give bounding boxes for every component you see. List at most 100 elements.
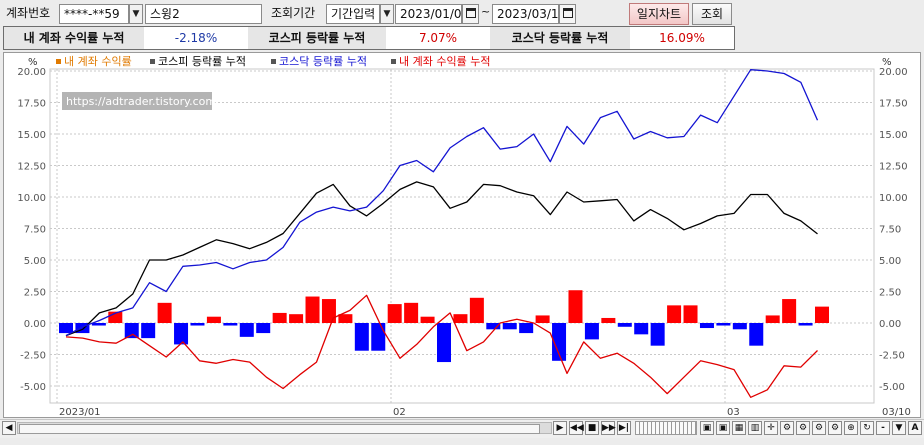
daily-return-bar (206, 316, 221, 323)
tool-2-icon[interactable]: ⚙ (812, 421, 826, 435)
date-separator: ~ (481, 5, 491, 18)
view-mode-2-icon[interactable]: ▣ (716, 421, 730, 435)
daily-return-bar (174, 323, 189, 345)
calendar-from-icon[interactable] (462, 4, 479, 24)
daily-return-bar (782, 299, 797, 323)
y-tick-label-left: 20.00 (17, 67, 46, 78)
plot-frame (49, 68, 875, 404)
legend-swatch-kosdaq (271, 59, 276, 64)
tool-3-icon[interactable]: ⚙ (828, 421, 842, 435)
scroll-right-arrow-icon[interactable]: ▶ (553, 421, 567, 435)
panel-view-icon[interactable]: ▥ (748, 421, 762, 435)
y-tick-label-left: 17.50 (17, 99, 46, 110)
account-dropdown-icon[interactable]: ▼ (129, 4, 143, 24)
y-tick-label-left: 10.00 (17, 193, 46, 204)
account-name-field[interactable]: 스윙2 (145, 4, 262, 24)
forward-icon[interactable]: ▶▶ (601, 421, 616, 435)
query-button[interactable]: 조회 (692, 3, 732, 25)
daily-return-bar (683, 305, 698, 323)
tool-1-icon[interactable]: ⚙ (796, 421, 810, 435)
daily-return-bar (486, 323, 501, 330)
watermark-box (62, 92, 212, 110)
my-return-value: -2.18% (174, 31, 218, 45)
settings-icon[interactable]: ⚙ (780, 421, 794, 435)
y-tick-label-left: 0.00 (24, 319, 46, 330)
period-dropdown-icon[interactable]: ▼ (380, 4, 394, 24)
daily-return-bar (338, 314, 353, 323)
daily-return-bar (124, 323, 139, 339)
y-tick-label-right: 10.00 (879, 193, 908, 204)
refresh-icon[interactable]: ↻ (860, 421, 874, 435)
crosshair-icon[interactable]: ✛ (764, 421, 778, 435)
daily-return-bar (765, 315, 780, 323)
daily-return-bar (190, 323, 205, 326)
y-tick-label-right: 0.00 (879, 319, 901, 330)
zoom-slider[interactable] (635, 421, 697, 435)
kospi-label: 코스피 등락률 누적 (248, 27, 386, 49)
period-label: 조회기간 (271, 6, 316, 20)
view-mode-1-icon[interactable]: ▣ (700, 421, 714, 435)
chart-scrollbar[interactable] (17, 422, 552, 434)
daily-return-bar (469, 297, 484, 323)
daily-return-bar (453, 314, 468, 323)
daily-return-bar (535, 315, 550, 323)
daily-return-bar (519, 323, 534, 334)
y-tick-label-left: -5.00 (20, 382, 46, 393)
legend-swatch-mine-line (391, 59, 396, 64)
date-to-field[interactable]: 2023/03/10 (492, 4, 559, 24)
zoom-level-icon[interactable]: ▼ (892, 421, 906, 435)
daily-chart-button[interactable]: 일지차트 (629, 3, 689, 25)
daily-return-bar (617, 323, 632, 327)
daily-return-bar (75, 323, 90, 334)
rewind-icon[interactable]: ◀◀ (569, 421, 584, 435)
y-tick-label-right: -2.50 (879, 351, 905, 362)
daily-return-bar (91, 323, 106, 326)
x-tick-label: 2023/01 (59, 407, 101, 417)
daily-return-bar (584, 323, 599, 340)
x-tick-label: 03 (727, 407, 740, 417)
daily-return-bar (256, 323, 271, 334)
y-tick-label-right: 17.50 (879, 99, 908, 110)
y-tick-label-right: 20.00 (879, 67, 908, 78)
daily-return-bar (815, 306, 829, 323)
legend-swatch-mine-bar (56, 59, 61, 64)
daily-return-bar (420, 316, 435, 323)
y-tick-label-right: -5.00 (879, 382, 905, 393)
step-forward-icon[interactable]: ▶| (617, 421, 631, 435)
search-zoom-icon[interactable]: ⊕ (844, 421, 858, 435)
daily-return-bar (732, 323, 747, 330)
legend-swatch-kospi (150, 59, 155, 64)
font-size-icon[interactable]: A (908, 421, 922, 435)
scroll-left-arrow-icon[interactable]: ◀ (2, 421, 16, 435)
daily-return-bar (108, 311, 123, 323)
date-from-field[interactable]: 2023/01/01 (395, 4, 462, 24)
scrollbar-thumb[interactable] (19, 424, 540, 434)
legend-kospi: 코스피 등락률 누적 (158, 55, 246, 68)
stop-icon[interactable]: ■ (585, 421, 599, 435)
grid-view-icon[interactable]: ▦ (732, 421, 746, 435)
y-tick-label-left: 5.00 (24, 256, 46, 267)
y-tick-label-right: 5.00 (879, 256, 901, 267)
account-number-label: 계좌번호 (6, 6, 51, 20)
zoom-out-icon[interactable]: - (876, 421, 890, 435)
x-tick-label: 02 (393, 407, 406, 417)
legend-kosdaq: 코스닥 등락률 누적 (279, 55, 367, 68)
daily-return-bar (289, 314, 304, 323)
y-tick-label-left: 12.50 (17, 162, 46, 173)
account-number-field[interactable]: ****-**59 (59, 4, 129, 24)
daily-return-bar (437, 323, 451, 363)
daily-return-bar (272, 312, 287, 323)
y-tick-label-right: 12.50 (879, 162, 908, 173)
kospi-value: 7.07% (418, 31, 458, 45)
daily-return-bar (634, 323, 649, 335)
chart-area[interactable]: 20.00 20.00 17.50 17.50 15.00 15.00 12.50 12.50… (3, 52, 921, 418)
daily-return-bar (798, 323, 813, 326)
my-cumulative-line (65, 294, 818, 398)
daily-return-bar (141, 323, 156, 339)
calendar-to-icon[interactable] (559, 4, 576, 24)
my-return-label: 내 계좌 수익률 누적 (4, 27, 144, 49)
period-mode-select[interactable]: 기간입력 (326, 4, 380, 24)
daily-return-bar (404, 302, 419, 323)
y-tick-label-left: 15.00 (17, 130, 46, 141)
daily-return-bar (552, 323, 567, 361)
